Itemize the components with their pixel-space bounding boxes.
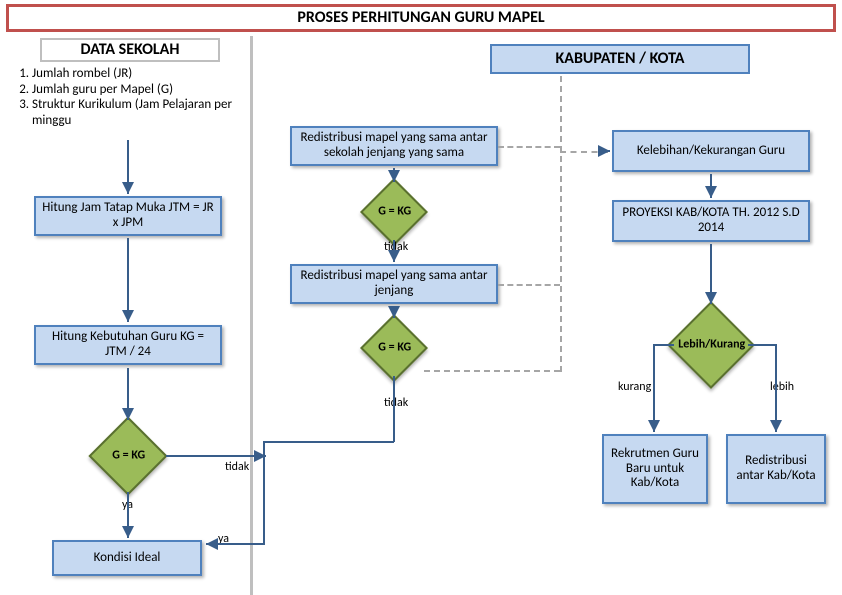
decision-gkg-3-label: G = KG <box>84 448 174 462</box>
decision-gkg-1: G = KG <box>360 178 428 246</box>
heading-data-sekolah: DATA SEKOLAH <box>40 38 220 62</box>
connector-dash-3 <box>424 370 560 372</box>
proc-redist-kab: Redistribusi antar Kab/Kota <box>726 434 826 504</box>
data-item-1: Jumlah rombel (JR) <box>32 66 240 82</box>
divider <box>250 36 253 595</box>
decision-gkg-2-label: G = KG <box>350 340 440 354</box>
decision-lebih-kurang-label: Lebih/Kurang <box>667 337 757 351</box>
connector-dash-1 <box>498 146 560 148</box>
proc-redist-antar-sekolah: Redistribusi mapel yang sama antar sekol… <box>290 126 498 166</box>
proc-hitung-jtm: Hitung Jam Tatap Muka JTM = JR x JPM <box>34 196 222 236</box>
label-tidak-2: tidak <box>384 396 408 410</box>
proc-kondisi-ideal: Kondisi Ideal <box>52 540 202 576</box>
heading-kabupaten: KABUPATEN / KOTA <box>490 44 750 74</box>
label-tidak-1: tidak <box>384 240 408 254</box>
label-ya-1: ya <box>122 498 133 512</box>
page-title: PROSES PERHITUNGAN GURU MAPEL <box>6 4 836 32</box>
decision-gkg-1-label: G = KG <box>350 204 440 218</box>
proc-rekrutmen: Rekrutmen Guru Baru untuk Kab/Kota <box>602 434 708 504</box>
connector-dash-v <box>560 76 562 372</box>
data-item-2: Jumlah guru per Mapel (G) <box>32 82 240 98</box>
label-tidak-3: tidak <box>225 460 249 474</box>
connector-dash-1b <box>560 151 608 153</box>
decision-lebih-kurang: Lebih/Kurang <box>667 301 755 389</box>
proc-proyeksi: PROYEKSI KAB/KOTA TH. 2012 S.D 2014 <box>612 200 810 242</box>
data-item-3: Struktur Kurikulum (Jam Pelajaran per mi… <box>32 97 240 128</box>
proc-redist-antar-jenjang: Redistribusi mapel yang sama antar jenja… <box>290 264 498 304</box>
label-ya-2: ya <box>218 532 229 546</box>
proc-kelebihan: Kelebihan/Kekurangan Guru <box>612 130 810 172</box>
connector-dash-2 <box>498 284 560 286</box>
proc-hitung-kg: Hitung Kebutuhan Guru KG = JTM / 24 <box>34 325 222 365</box>
decision-gkg-3: G = KG <box>88 416 167 495</box>
label-lebih: lebih <box>770 380 794 394</box>
data-list: Jumlah rombel (JR) Jumlah guru per Mapel… <box>4 62 244 132</box>
decision-gkg-2: G = KG <box>360 314 428 382</box>
label-kurang: kurang <box>618 380 651 394</box>
